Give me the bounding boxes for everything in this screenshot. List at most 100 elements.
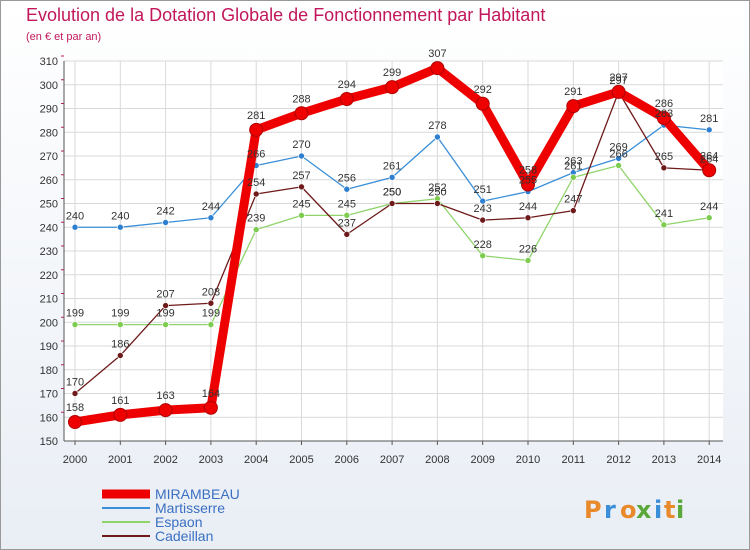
- y-tick-label: 240: [40, 222, 58, 234]
- y-tick-label: 250: [40, 199, 58, 211]
- data-label-cadeillan: 247: [564, 194, 582, 206]
- data-point-espaon: [162, 321, 169, 328]
- data-label-cadeillan: 207: [156, 289, 174, 301]
- data-point-espaon: [479, 252, 487, 260]
- y-tick-label: 150: [40, 436, 58, 448]
- y-tick-label: 310: [40, 56, 58, 68]
- data-label-cadeillan: 208: [202, 286, 220, 298]
- data-label-cadeillan: 250: [428, 187, 446, 199]
- data-label-espaon: 199: [156, 308, 174, 320]
- data-point-espaon: [117, 321, 124, 328]
- data-point-mirambeau: [702, 163, 717, 178]
- data-label-cadeillan: 244: [519, 201, 537, 213]
- x-tick-label: 2010: [516, 454, 540, 466]
- data-label-martisserre: 242: [156, 206, 174, 218]
- data-label-espaon: 245: [338, 198, 356, 210]
- data-point-mirambeau: [430, 61, 445, 76]
- data-label-martisserre: 281: [700, 113, 718, 125]
- x-tick-label: 2008: [425, 454, 449, 466]
- series-layer: [68, 61, 717, 429]
- data-point-espaon: [71, 321, 79, 328]
- data-label-mirambeau: 258: [519, 165, 537, 177]
- data-label-martisserre: 251: [474, 184, 492, 196]
- data-label-espaon: 266: [609, 149, 627, 161]
- data-label-cadeillan: 243: [474, 203, 492, 215]
- data-label-martisserre: 269: [609, 141, 627, 153]
- data-label-martisserre: 283: [655, 108, 673, 120]
- data-point-mirambeau: [521, 177, 535, 192]
- x-tick-label: 2014: [697, 454, 721, 466]
- data-label-mirambeau: 291: [564, 86, 582, 98]
- data-label-mirambeau: 286: [655, 98, 673, 110]
- x-tick-label: 2001: [108, 454, 132, 466]
- data-label-mirambeau: 281: [247, 110, 265, 122]
- chart-subtitle: (en € et par an): [26, 31, 101, 43]
- data-label-espaon: 250: [383, 187, 401, 199]
- data-point-martisserre: [615, 155, 622, 162]
- x-tick-label: 2003: [199, 454, 223, 466]
- data-point-mirambeau: [249, 122, 264, 137]
- y-tick-label: 210: [40, 294, 58, 306]
- data-label-espaon: 199: [66, 308, 84, 320]
- data-point-espaon: [298, 212, 305, 219]
- data-label-cadeillan: 257: [292, 170, 310, 182]
- data-point-mirambeau: [203, 400, 218, 415]
- y-tick-label: 220: [40, 270, 58, 282]
- legend-label-espaon: Espaon: [155, 514, 202, 530]
- series-cadeillan: [71, 88, 713, 397]
- data-point-cadeillan: [434, 200, 441, 207]
- data-point-mirambeau: [68, 415, 82, 429]
- data-point-mirambeau: [566, 99, 581, 114]
- data-point-mirambeau: [385, 80, 400, 95]
- x-tick-label: 2007: [380, 454, 404, 466]
- data-label-mirambeau: 299: [383, 67, 401, 79]
- data-point-martisserre: [343, 185, 351, 193]
- data-point-espaon: [343, 212, 351, 219]
- x-tick-label: 2009: [470, 454, 494, 466]
- y-tick-label: 180: [40, 365, 58, 377]
- data-label-martisserre: 278: [428, 120, 446, 132]
- legend-label-mirambeau: MIRAMBEAU: [155, 486, 240, 502]
- data-label-layer: 240 240 242 2442662702562612782512552632692…: [66, 48, 719, 414]
- data-point-mirambeau: [656, 111, 671, 125]
- y-tick-label: 280: [40, 127, 58, 139]
- data-label-mirambeau: 158: [66, 402, 84, 414]
- data-point-cadeillan: [298, 183, 305, 191]
- brand-letter: r: [604, 496, 616, 524]
- data-point-espaon: [569, 174, 577, 181]
- data-label-mirambeau: 294: [338, 79, 356, 91]
- data-label-cadeillan: 297: [609, 75, 627, 87]
- brand-letter: x: [636, 496, 652, 524]
- data-point-martisserre: [434, 133, 441, 141]
- brand-letter: i: [654, 496, 662, 524]
- y-tick-label: 170: [40, 389, 58, 401]
- brand-letter: o: [620, 496, 637, 524]
- data-label-cadeillan: 265: [655, 151, 673, 163]
- data-point-mirambeau: [611, 84, 626, 99]
- data-point-cadeillan: [252, 190, 260, 198]
- data-point-cadeillan: [162, 302, 169, 309]
- data-point-martisserre: [388, 174, 396, 181]
- data-point-espaon: [615, 162, 622, 169]
- data-point-espaon: [252, 226, 260, 233]
- data-point-cadeillan: [388, 200, 396, 207]
- y-tick-label: 230: [40, 246, 58, 258]
- y-tick-label: 260: [40, 175, 58, 187]
- x-tick-label: 2004: [244, 454, 268, 466]
- data-label-mirambeau: 264: [700, 150, 718, 162]
- y-tick-label: 160: [40, 412, 58, 424]
- data-point-cadeillan: [71, 390, 79, 397]
- y-tick-label: 200: [40, 317, 58, 329]
- grid-layer: [64, 60, 723, 442]
- data-label-martisserre: 256: [338, 172, 356, 184]
- data-label-martisserre: 261: [383, 160, 401, 172]
- x-tick-label: 2000: [63, 454, 87, 466]
- data-point-martisserre: [298, 152, 305, 160]
- data-label-espaon: 252: [428, 182, 446, 194]
- series-mirambeau: [68, 61, 717, 429]
- data-label-martisserre: 240: [66, 210, 84, 222]
